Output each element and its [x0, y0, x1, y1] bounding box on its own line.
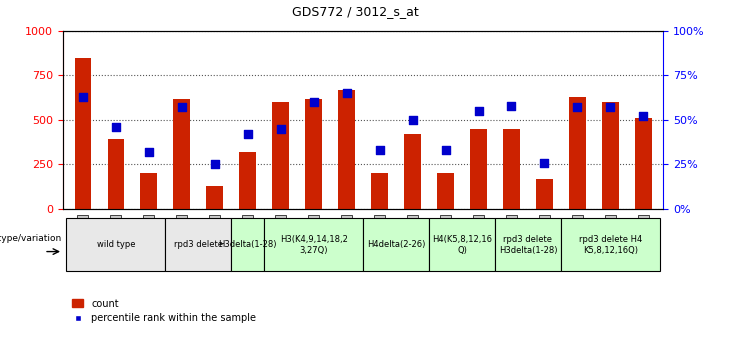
Point: [407, 117, 419, 122]
Bar: [239, 152, 256, 209]
Point: [308, 99, 319, 105]
FancyBboxPatch shape: [231, 218, 264, 272]
Point: [143, 149, 155, 155]
Point: [505, 103, 517, 108]
Text: rpd3 delete
H3delta(1-28): rpd3 delete H3delta(1-28): [499, 235, 557, 255]
Point: [242, 131, 253, 137]
Text: GDS772 / 3012_s_at: GDS772 / 3012_s_at: [292, 5, 419, 18]
Bar: [437, 173, 453, 209]
Bar: [107, 139, 124, 209]
Point: [110, 124, 122, 130]
Point: [637, 114, 649, 119]
Point: [373, 147, 385, 153]
Point: [341, 90, 353, 96]
Bar: [471, 129, 487, 209]
FancyBboxPatch shape: [561, 218, 660, 272]
Bar: [569, 97, 585, 209]
Point: [539, 160, 551, 165]
FancyBboxPatch shape: [165, 218, 231, 272]
Bar: [141, 173, 157, 209]
Point: [439, 147, 451, 153]
Bar: [207, 186, 223, 209]
Legend: count, percentile rank within the sample: count, percentile rank within the sample: [68, 295, 260, 327]
Text: rpd3 delete: rpd3 delete: [173, 240, 223, 249]
Bar: [405, 134, 421, 209]
FancyBboxPatch shape: [495, 218, 561, 272]
Bar: [339, 90, 355, 209]
FancyBboxPatch shape: [264, 218, 363, 272]
FancyBboxPatch shape: [429, 218, 495, 272]
Point: [77, 94, 89, 100]
Point: [571, 105, 583, 110]
Point: [605, 105, 617, 110]
Point: [275, 126, 287, 131]
Text: rpd3 delete H4
K5,8,12,16Q): rpd3 delete H4 K5,8,12,16Q): [579, 235, 642, 255]
Bar: [635, 118, 651, 209]
Text: H4delta(2-26): H4delta(2-26): [367, 240, 425, 249]
Bar: [503, 129, 519, 209]
Bar: [371, 173, 388, 209]
Bar: [305, 99, 322, 209]
Bar: [75, 58, 91, 209]
Text: wild type: wild type: [96, 240, 135, 249]
Point: [473, 108, 485, 114]
Bar: [602, 102, 619, 209]
Text: H4(K5,8,12,16
Q): H4(K5,8,12,16 Q): [432, 235, 492, 255]
Bar: [536, 178, 553, 209]
FancyBboxPatch shape: [66, 218, 165, 272]
Text: H3delta(1-28): H3delta(1-28): [219, 240, 277, 249]
Text: genotype/variation: genotype/variation: [0, 234, 62, 243]
Bar: [173, 99, 190, 209]
FancyBboxPatch shape: [363, 218, 429, 272]
Text: H3(K4,9,14,18,2
3,27Q): H3(K4,9,14,18,2 3,27Q): [279, 235, 348, 255]
Bar: [273, 102, 289, 209]
Point: [209, 161, 221, 167]
Point: [176, 105, 187, 110]
